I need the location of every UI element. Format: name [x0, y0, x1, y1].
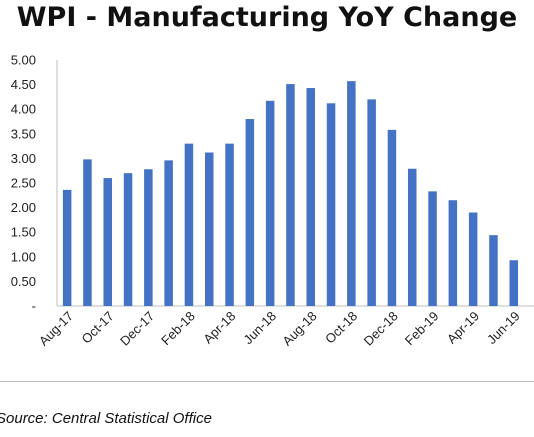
bar — [245, 119, 255, 306]
chart-title: WPI - Manufacturing YoY Change — [16, 2, 518, 33]
x-tick-label: Dec-18 — [361, 308, 401, 348]
x-tick-label: Jun-19 — [484, 308, 523, 347]
x-tick-label: Aug-18 — [279, 308, 319, 348]
bar — [489, 235, 498, 306]
bar — [62, 189, 72, 306]
bar — [83, 159, 92, 306]
bar — [123, 173, 133, 306]
x-tick-label: Feb-18 — [158, 308, 198, 348]
bar — [326, 103, 336, 307]
bar — [184, 143, 194, 306]
bar — [347, 81, 356, 306]
y-tick-label: 4.50 — [11, 77, 36, 92]
bar — [367, 99, 376, 306]
x-tick-label: Apr-18 — [200, 308, 238, 346]
bar — [306, 88, 315, 306]
bar — [265, 100, 275, 306]
bar — [225, 143, 234, 306]
y-tick-label: 2.00 — [11, 200, 36, 215]
y-tick-label: 1.50 — [11, 225, 36, 240]
footer-divider — [0, 381, 534, 382]
bar — [408, 168, 417, 306]
bar — [205, 152, 214, 306]
x-tick-label: Aug-17 — [36, 308, 76, 348]
x-tick-label: Dec-17 — [117, 308, 157, 348]
bar — [103, 178, 112, 306]
bar — [387, 129, 397, 306]
bar-series — [62, 81, 518, 307]
bar — [509, 260, 518, 306]
y-tick-label: 1.00 — [11, 249, 36, 264]
y-tick-label: - — [32, 299, 36, 314]
bar — [428, 191, 437, 306]
bar — [448, 200, 458, 306]
y-tick-label: 4.00 — [11, 102, 36, 117]
y-tick-label: 0.50 — [11, 274, 36, 289]
x-tick-label: Oct-17 — [79, 308, 117, 346]
x-tick-label: Feb-19 — [402, 308, 442, 348]
y-axis-tick-labels: - 0.50 1.00 1.50 2.00 2.50 3.00 3.50 4.00 4.50 5.0… — [11, 53, 36, 314]
x-tick-label: Jun-18 — [240, 308, 279, 347]
x-axis-tick-labels: Aug-17 Oct-17 Dec-17 Feb-18 Apr-18 Jun-18 Aug-… — [36, 308, 523, 348]
y-tick-label: 3.00 — [11, 151, 36, 166]
bar — [164, 160, 173, 306]
y-tick-label: 5.00 — [11, 53, 36, 68]
x-tick-label: Oct-18 — [322, 308, 360, 346]
x-tick-label: Apr-19 — [444, 308, 482, 346]
y-tick-label: 3.50 — [11, 126, 36, 141]
bar — [286, 84, 295, 306]
bar — [144, 169, 153, 306]
bar — [468, 212, 478, 306]
y-tick-label: 2.50 — [11, 176, 36, 191]
source-note: Source: Central Statistical Office — [0, 410, 212, 427]
